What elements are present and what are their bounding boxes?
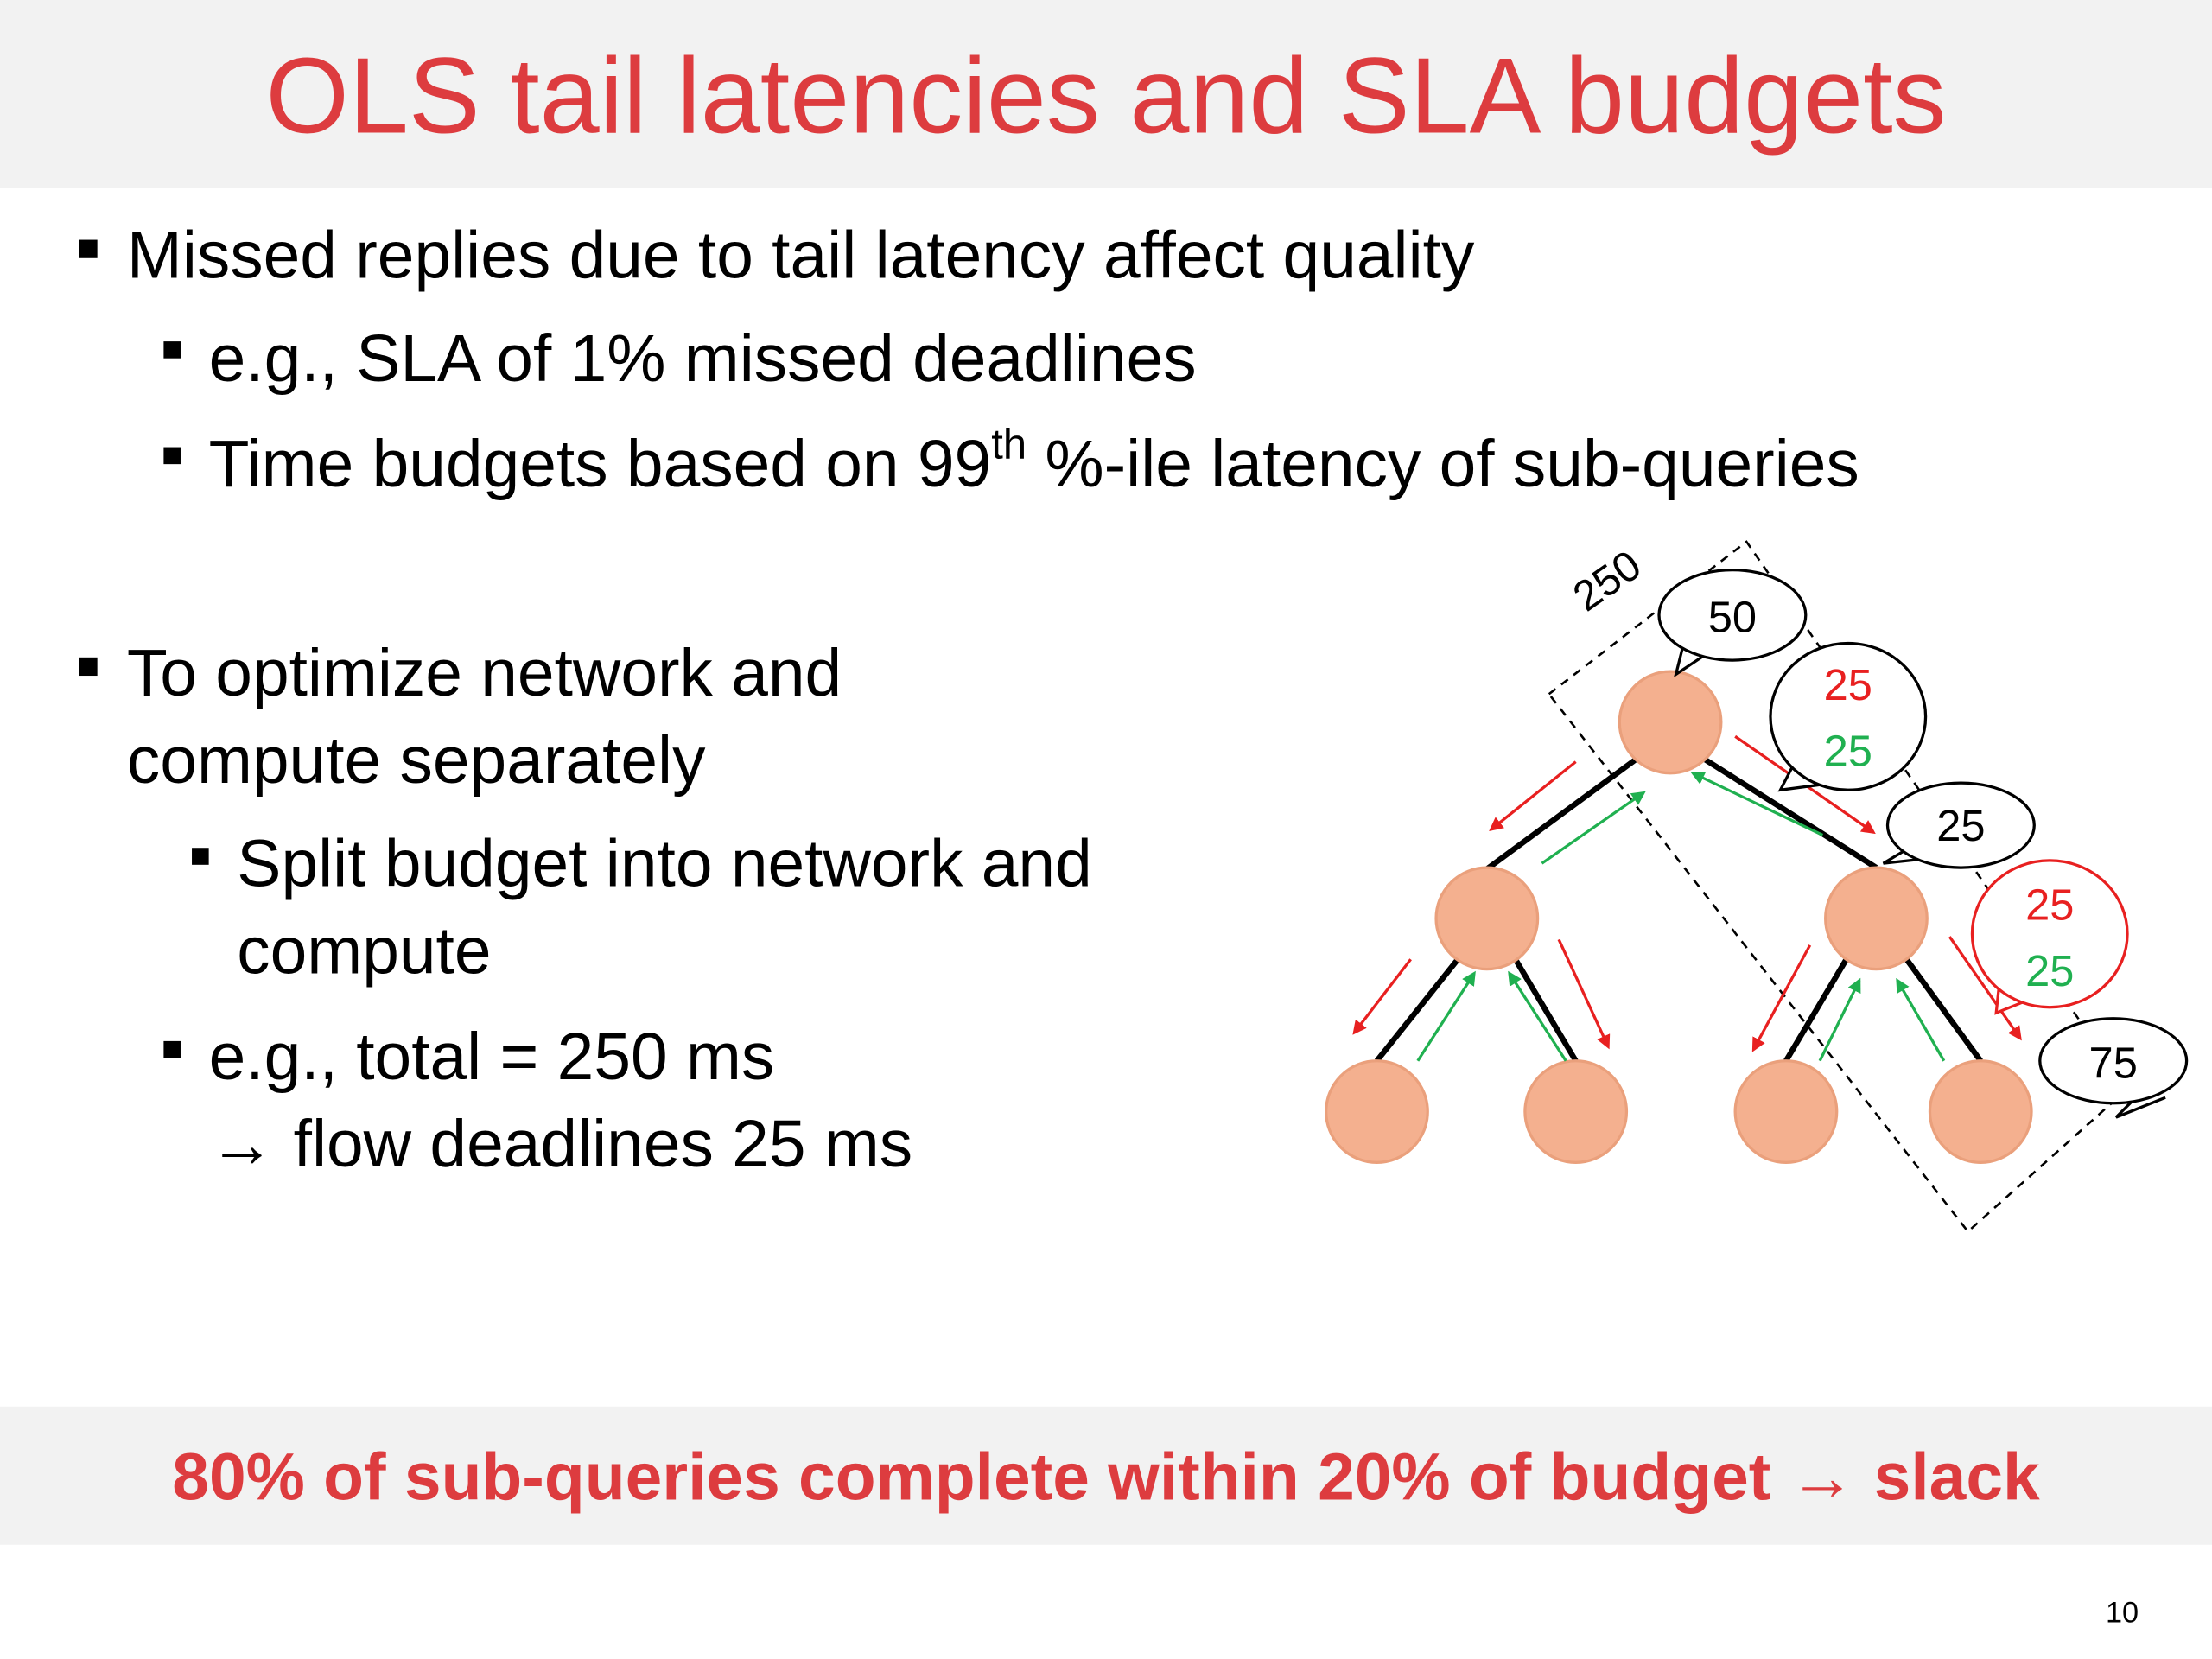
node — [1523, 1059, 1629, 1164]
arrow — [1751, 944, 1812, 1052]
text-part: %-ile latency of sub-queries — [1027, 428, 1859, 501]
bullet-text: e.g., SLA of 1% missed deadlines — [209, 322, 1197, 396]
tree-diagram: 250 50 25 25 25 25 25 75 — [1325, 540, 2189, 1234]
arrow — [1489, 760, 1577, 832]
bullet-text: To optimize network and — [127, 637, 842, 710]
budget-label: 250 — [1565, 542, 1649, 620]
bubble-label: 25 — [1824, 660, 1872, 709]
bullet-marker — [79, 239, 98, 258]
edge — [1702, 756, 1878, 870]
page-number: 10 — [2106, 1597, 2139, 1630]
bubble-label: 25 — [2025, 880, 2074, 929]
bubble — [1970, 859, 2129, 1009]
header-bar — [0, 0, 2212, 188]
bubble-label: 25 — [2025, 946, 2074, 995]
bubble-label: 50 — [1708, 592, 1757, 641]
bullet-text: → flow deadlines 25 ms — [209, 1108, 912, 1181]
edge — [1511, 955, 1579, 1063]
bullet-text: Time budgets based on 99th %-ile latency… — [209, 422, 1859, 502]
arrow — [1896, 977, 1946, 1062]
arrow — [1352, 958, 1412, 1035]
text-part: Time budgets based on 99 — [209, 428, 992, 501]
superscript: th — [991, 422, 1027, 468]
bubbles — [1657, 568, 2189, 1119]
footer-bar — [0, 1406, 2212, 1545]
bullet-marker — [192, 848, 209, 865]
tree-nodes — [1325, 670, 2033, 1164]
arrow — [1948, 936, 2022, 1041]
arrow — [1541, 791, 1646, 865]
bubble — [2038, 1017, 2189, 1105]
response-arrows — [1416, 771, 1946, 1062]
edge — [1484, 756, 1638, 872]
bullet-text: e.g., total = 250 ms — [209, 1020, 775, 1094]
bullet-marker — [79, 657, 98, 677]
tree-edges — [1374, 756, 1983, 1063]
bullet-text: Missed replies due to tail latency affec… — [127, 219, 1475, 293]
node — [1618, 670, 1723, 775]
edge — [1783, 955, 1851, 1063]
node — [1824, 866, 1929, 971]
slide-title: OLS tail latencies and SLA budgets — [265, 36, 1946, 156]
bubble-label: 75 — [2089, 1038, 2138, 1087]
node — [1325, 1059, 1429, 1164]
edge — [1902, 955, 1983, 1063]
bubble — [1769, 641, 1928, 791]
bubble — [1885, 781, 2036, 869]
bubble-label: 25 — [1936, 801, 1985, 850]
bullet-marker — [163, 1040, 181, 1058]
arrow — [1690, 771, 1824, 837]
bullet-list: Missed replies due to tail latency affec… — [79, 219, 1859, 1181]
bullet-text: compute — [237, 915, 491, 988]
bullet-marker — [163, 341, 181, 359]
arrow — [1416, 970, 1476, 1062]
bubble-label: 25 — [1824, 727, 1872, 776]
arrow — [1557, 938, 1611, 1050]
takeaway: 80% of sub-queries complete within 20% o… — [172, 1441, 2040, 1515]
arrow — [1508, 970, 1567, 1062]
bullet-text: compute separately — [127, 724, 706, 798]
node — [1434, 866, 1540, 971]
bubble — [1657, 568, 1808, 662]
bullet-marker — [163, 447, 181, 465]
edge — [1374, 954, 1463, 1063]
node — [1733, 1059, 1839, 1164]
node — [1928, 1059, 2033, 1164]
bullet-text: Split budget into network and — [237, 827, 1091, 900]
arrow — [1818, 977, 1861, 1062]
